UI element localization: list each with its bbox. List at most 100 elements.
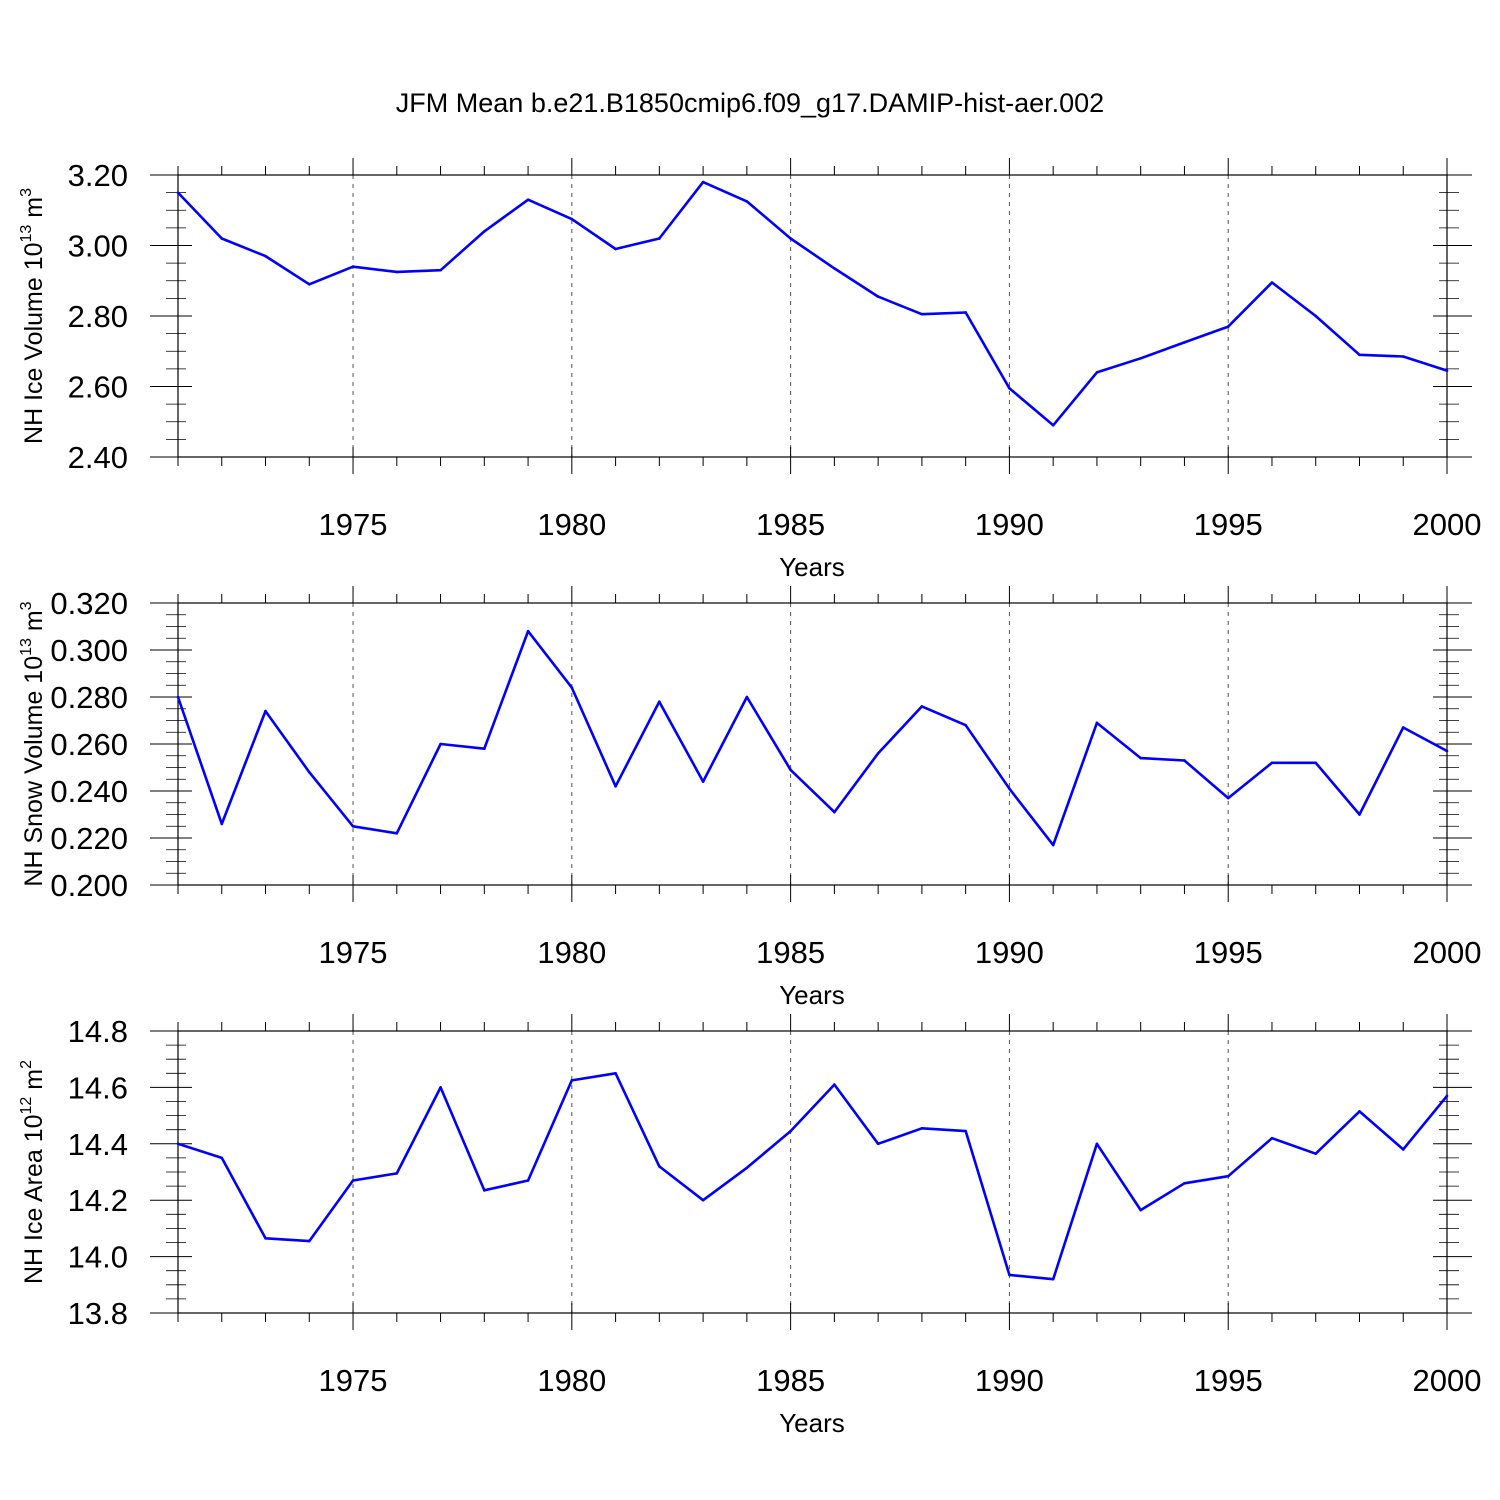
data-point (1095, 371, 1099, 374)
data-point (1358, 353, 1361, 357)
y-tick-label: 13.8 (68, 1296, 128, 1331)
data-point (220, 822, 224, 826)
y-tick-label: 0.280 (50, 680, 128, 715)
data-point (1008, 787, 1011, 790)
x-axis-label: Years (779, 552, 845, 582)
data-point (789, 1129, 792, 1133)
x-tick-label: 1985 (756, 1363, 825, 1398)
x-tick-label: 1995 (1194, 1363, 1263, 1398)
data-point (351, 824, 355, 828)
y-axis-label: NH Ice Volume 1013 m3 (18, 188, 48, 444)
figure-title: JFM Mean b.e21.B1850cmip6.f09_g17.DAMIP-… (396, 88, 1104, 118)
y-axis-label-part: 2 (18, 1060, 35, 1069)
data-point (745, 1166, 749, 1170)
series-line (177, 1072, 1449, 1281)
data-point (658, 1165, 661, 1168)
panels: 2.40 2.60 2.80 3.00 3.20 1975 1980 1985 1990 1995… (18, 158, 1481, 1438)
y-axis-label-part: NH Ice Volume 10 (20, 242, 48, 444)
data-point (570, 217, 574, 221)
x-tick-label: 1975 (319, 507, 388, 542)
y-tick-label: 2.60 (68, 370, 128, 405)
data-point (1358, 813, 1361, 816)
x-tick-label: 2000 (1413, 507, 1482, 542)
data-point (1183, 759, 1186, 762)
data-point (614, 1072, 617, 1075)
y-axis-label-part: m (20, 1069, 48, 1097)
x-tick-label: 1990 (975, 507, 1044, 542)
data-point (614, 785, 617, 788)
x-tick-label: 1975 (319, 935, 388, 970)
y-tick-label: 0.260 (50, 727, 128, 762)
data-point (483, 230, 486, 233)
data-point (220, 237, 224, 240)
data-point (570, 686, 574, 689)
x-axis-label: Years (779, 1408, 845, 1438)
data-point (526, 629, 530, 633)
x-axis-label: Years (779, 980, 845, 1010)
y-tick-label: 3.20 (68, 158, 128, 193)
data-point (570, 1079, 574, 1082)
y-axis-label-part: 13 (18, 225, 35, 243)
data-point (1358, 1110, 1361, 1113)
data-point (1401, 355, 1405, 358)
y-axis-label-part: m (20, 197, 48, 225)
data-point (1401, 1148, 1405, 1151)
series-line (177, 180, 1448, 427)
y-tick-label: 14.0 (68, 1240, 128, 1275)
data-point (176, 191, 180, 194)
y-axis-label-part: 12 (18, 1097, 35, 1115)
data-point (964, 1129, 967, 1133)
data-point (1270, 281, 1274, 284)
y-tick-label: 14.4 (68, 1127, 128, 1162)
data-point (526, 198, 530, 201)
data-point (876, 752, 880, 755)
data-point (1008, 1273, 1011, 1277)
panel-3: 13.8 14.0 14.2 14.4 14.6 14.8 1975 1980 1985 1990… (18, 1014, 1481, 1438)
data-point (920, 312, 924, 316)
data-point (1270, 761, 1274, 765)
data-point (307, 1239, 311, 1243)
data-point (1183, 341, 1186, 344)
data-point (307, 282, 311, 286)
data-point (395, 270, 399, 274)
y-tick-label: 0.200 (50, 868, 128, 903)
x-tick-label: 1995 (1194, 507, 1263, 542)
y-tick-label: 0.300 (50, 633, 128, 668)
data-point (1314, 314, 1318, 318)
y-axis-label: NH Snow Volume 1013 m3 (18, 601, 48, 886)
data-point (964, 311, 967, 314)
y-axis-label-part: 13 (18, 638, 35, 656)
data-point (1095, 1142, 1099, 1146)
data-point (395, 1172, 399, 1175)
data-point (351, 1179, 355, 1182)
data-point (1051, 423, 1055, 427)
data-point (264, 254, 267, 258)
data-point (1445, 1094, 1449, 1098)
data-point (1095, 721, 1099, 725)
data-point (1226, 1174, 1230, 1178)
y-tick-label: 0.220 (50, 821, 128, 856)
data-point (307, 770, 311, 774)
x-tick-label: 1990 (975, 1363, 1044, 1398)
data-point (920, 705, 924, 708)
y-tick-label: 2.80 (68, 299, 128, 334)
y-tick-label: 14.2 (68, 1183, 128, 1218)
series-line (176, 629, 1448, 847)
data-point (1445, 369, 1449, 372)
data-point (176, 695, 180, 699)
data-point (658, 700, 661, 703)
y-tick-label: 2.40 (68, 440, 128, 475)
data-point (1270, 1136, 1274, 1140)
data-point (264, 709, 267, 713)
data-point (1401, 726, 1405, 729)
data-point (658, 237, 661, 240)
x-tick-label: 1975 (319, 1363, 388, 1398)
y-axis-label-part: NH Ice Area 10 (20, 1114, 48, 1284)
data-point (526, 1179, 530, 1182)
data-point (745, 695, 749, 699)
y-tick-label: 14.8 (68, 1014, 128, 1049)
data-point (220, 1156, 224, 1160)
data-point (439, 742, 442, 746)
data-point (439, 268, 442, 272)
